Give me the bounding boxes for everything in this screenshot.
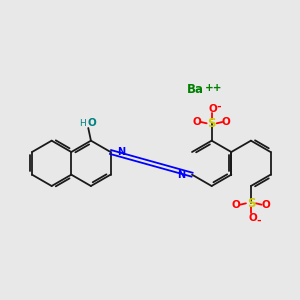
Text: Ba: Ba xyxy=(187,82,203,95)
Text: O: O xyxy=(232,200,241,210)
Text: ++: ++ xyxy=(205,83,222,93)
Text: H: H xyxy=(79,119,86,128)
Text: O: O xyxy=(261,200,270,210)
Text: N: N xyxy=(117,147,125,157)
Text: O: O xyxy=(87,118,96,128)
Text: O: O xyxy=(193,117,201,127)
Text: O: O xyxy=(248,213,257,223)
Text: -: - xyxy=(217,101,221,111)
Text: -: - xyxy=(256,215,261,225)
Text: O: O xyxy=(222,117,231,127)
Text: S: S xyxy=(247,197,255,210)
Text: N: N xyxy=(177,170,185,180)
Text: S: S xyxy=(207,117,216,130)
Text: O: O xyxy=(209,104,218,114)
